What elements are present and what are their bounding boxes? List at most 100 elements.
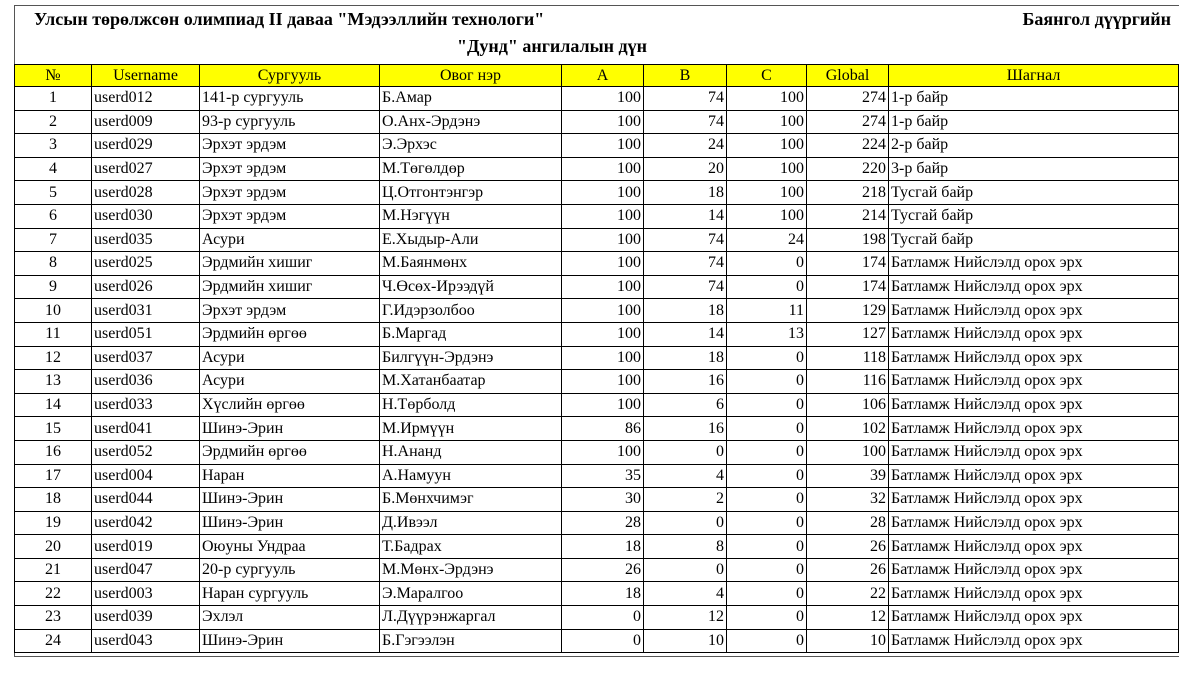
table-cell: Батламж Нийслэлд орох эрх xyxy=(888,510,1179,536)
table-cell: 14 xyxy=(14,392,92,418)
district-label: Баянгол дүүргийн xyxy=(1022,9,1172,29)
table-cell: Эхлэл xyxy=(199,605,380,630)
table-cell: 214 xyxy=(806,203,889,229)
table-row: 19 userd042 Шинэ-Эрин Д.Ивээл 28 0 0 28 Батламж … xyxy=(14,510,1179,536)
table-cell: Наран xyxy=(199,463,380,489)
table-cell: Батламж Нийслэлд орох эрх xyxy=(888,581,1179,607)
table-cell: 10 xyxy=(806,628,889,654)
table-cell: Эрдмийн өргөө xyxy=(199,321,380,347)
table-row: 8 userd025 Эрдмийн хишиг М.Баянмөнх 100 74 0 17… xyxy=(14,251,1179,276)
table-cell: 100 xyxy=(726,180,807,205)
table-cell: 4 xyxy=(643,581,727,607)
table-cell: 8 xyxy=(14,251,92,276)
table-cell: Билгүүн-Эрдэнэ xyxy=(379,345,562,371)
table-cell: 3-р байр xyxy=(888,156,1179,182)
table-cell: Шинэ-Эрин xyxy=(199,487,380,512)
column-header: C xyxy=(726,64,807,87)
table-row: 7 userd035 Асури Е.Хыдыр-Али 100 74 24 198 Тусга… xyxy=(14,227,1179,253)
column-header: Username xyxy=(91,64,200,87)
table-cell: О.Анх-Эрдэнэ xyxy=(379,109,562,135)
table-row: 9 userd026 Эрдмийн хишиг Ч.Өсөх-Ирээдүй 100 7… xyxy=(14,274,1179,300)
table-cell: 10 xyxy=(643,628,727,654)
table-cell: 102 xyxy=(806,416,889,441)
table-cell: 3 xyxy=(14,133,92,158)
table-row: 1 userd012 141-р сургууль Б.Амар 100 74 100 274… xyxy=(14,86,1179,111)
table-cell: Б.Гэгээлэн xyxy=(379,628,562,654)
table-cell: Батламж Нийслэлд орох эрх xyxy=(888,298,1179,323)
table-cell: Батламж Нийслэлд орох эрх xyxy=(888,321,1179,347)
document-title: Улсын төрөлжсөн олимпиад II даваа "Мэдээ… xyxy=(34,9,545,29)
table-cell: 174 xyxy=(806,274,889,300)
column-header: Шагнал xyxy=(888,64,1179,87)
table-cell: 24 xyxy=(643,133,727,158)
table-cell: Наран сургууль xyxy=(199,581,380,607)
table-cell: 224 xyxy=(806,133,889,158)
table-cell: 100 xyxy=(561,133,644,158)
table-cell: userd031 xyxy=(91,298,200,323)
table-cell: 0 xyxy=(726,510,807,536)
table-cell: 26 xyxy=(806,557,889,583)
table-cell: 8 xyxy=(643,534,727,559)
table-cell: 18 xyxy=(643,180,727,205)
table-cell: 100 xyxy=(561,86,644,111)
table-cell: А.Намуун xyxy=(379,463,562,489)
table-cell: 2-р байр xyxy=(888,133,1179,158)
table-cell: 20 xyxy=(14,534,92,559)
table-cell: 0 xyxy=(726,557,807,583)
table-cell: 0 xyxy=(726,251,807,276)
table-cell: 6 xyxy=(643,392,727,418)
table-cell: 1 xyxy=(14,86,92,111)
table-cell: 2 xyxy=(643,487,727,512)
table-row: 22 userd003 Наран сургууль Э.Маралгоо 18 4 0 22… xyxy=(14,581,1179,607)
table-row: 17 userd004 Наран А.Намуун 35 4 0 39 Батламж Ний… xyxy=(14,463,1179,489)
table-cell: 16 xyxy=(643,416,727,441)
table-cell: Эрдмийн өргөө xyxy=(199,439,380,465)
table-cell: 5 xyxy=(14,180,92,205)
table-cell: 100 xyxy=(561,251,644,276)
table-cell: 106 xyxy=(806,392,889,418)
table-cell: 74 xyxy=(643,86,727,111)
table-row: 4 userd027 Эрхэт эрдэм М.Төгөлдөр 100 20 100 22… xyxy=(14,156,1179,182)
table-cell: 15 xyxy=(14,416,92,441)
table-cell: 100 xyxy=(561,227,644,253)
table-cell: userd012 xyxy=(91,86,200,111)
table-cell: Д.Ивээл xyxy=(379,510,562,536)
table-cell: 116 xyxy=(806,369,889,394)
table-cell: 10 xyxy=(14,298,92,323)
table-cell: Т.Бадрах xyxy=(379,534,562,559)
table-cell: 28 xyxy=(806,510,889,536)
table-cell: 100 xyxy=(806,439,889,465)
table-cell: Н.Төрболд xyxy=(379,392,562,418)
table-cell: userd036 xyxy=(91,369,200,394)
table-cell: 129 xyxy=(806,298,889,323)
table-cell: userd004 xyxy=(91,463,200,489)
table-cell: 86 xyxy=(561,416,644,441)
table-cell: 4 xyxy=(643,463,727,489)
table-cell: userd035 xyxy=(91,227,200,253)
column-header: Global xyxy=(806,64,889,87)
table-cell: 2 xyxy=(14,109,92,135)
table-row: 23 userd039 Эхлэл Л.Дүүрэнжаргал 0 12 0 12 Батла… xyxy=(14,605,1179,630)
table-cell: 30 xyxy=(561,487,644,512)
table-cell: userd009 xyxy=(91,109,200,135)
table-cell: userd042 xyxy=(91,510,200,536)
table-cell: 18 xyxy=(561,581,644,607)
table-cell: М.Мөнх-Эрдэнэ xyxy=(379,557,562,583)
table-cell: 18 xyxy=(561,534,644,559)
table-cell: 0 xyxy=(726,628,807,654)
table-cell: 0 xyxy=(726,274,807,300)
table-cell: 18 xyxy=(643,345,727,371)
table-cell: 24 xyxy=(14,628,92,654)
table-cell: Хүслийн өргөө xyxy=(199,392,380,418)
table-cell: 20-р сургууль xyxy=(199,557,380,583)
table-cell: Шинэ-Эрин xyxy=(199,510,380,536)
table-cell: 74 xyxy=(643,274,727,300)
table-cell: userd027 xyxy=(91,156,200,182)
table-cell: 100 xyxy=(561,274,644,300)
table-row: 24 userd043 Шинэ-Эрин Б.Гэгээлэн 0 10 0 10 Батла… xyxy=(14,628,1179,654)
table-cell: 0 xyxy=(643,557,727,583)
table-cell: 100 xyxy=(726,133,807,158)
table-cell: Э.Эрхэс xyxy=(379,133,562,158)
table-cell: 39 xyxy=(806,463,889,489)
table-cell: 74 xyxy=(643,109,727,135)
